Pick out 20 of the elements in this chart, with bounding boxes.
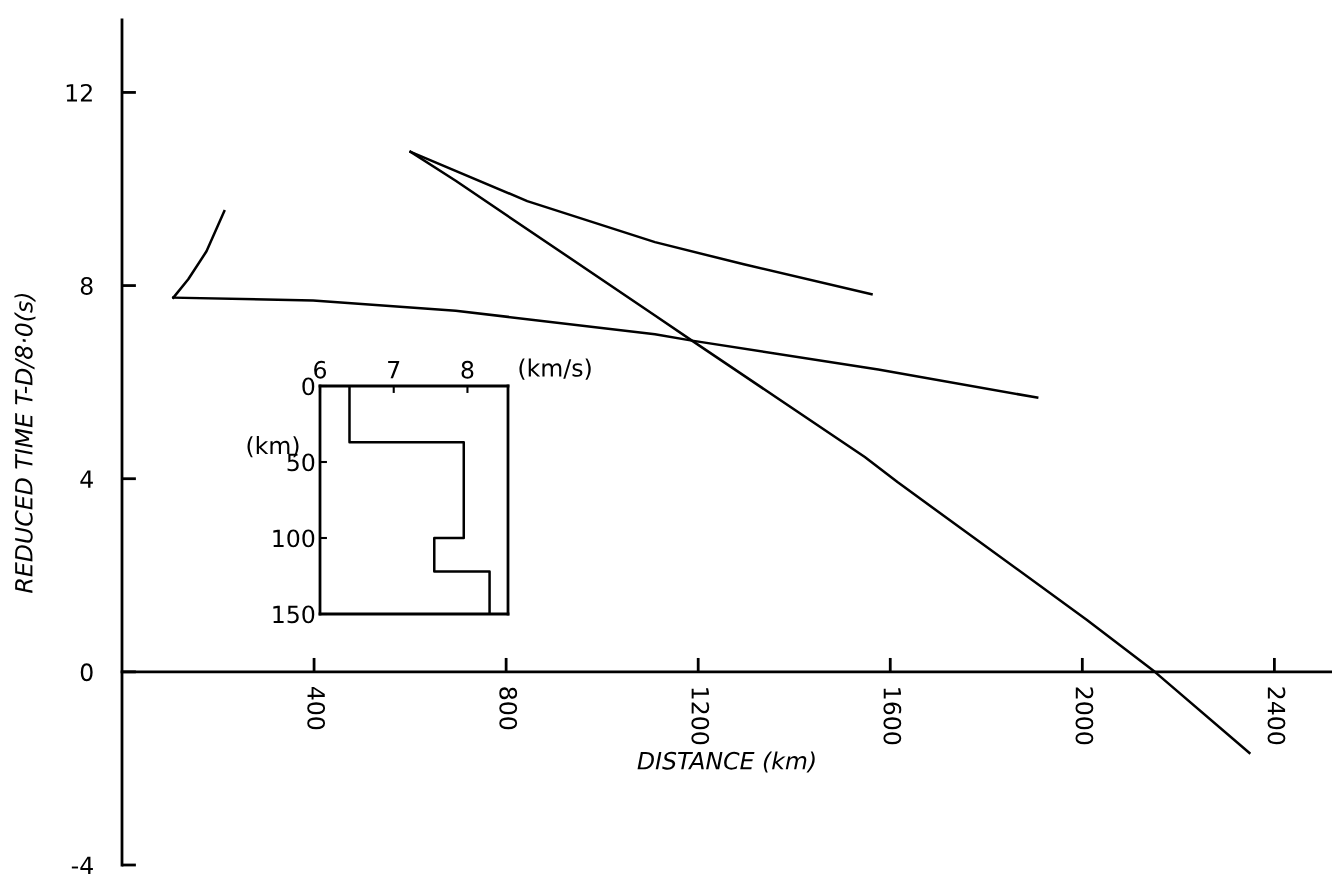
y-tick-label: 12 bbox=[66, 83, 92, 102]
x-tick-label: 800 bbox=[499, 687, 518, 730]
x-tick-label: 2400 bbox=[1267, 687, 1286, 745]
y-tick-label: 0 bbox=[302, 377, 315, 396]
y-tick-label: 0 bbox=[80, 663, 93, 682]
x-tick-label: 1600 bbox=[883, 688, 902, 745]
y-tick-label: 150 bbox=[273, 605, 315, 624]
x-axis-title: DISTANCE (km) bbox=[637, 751, 815, 773]
x-tick-label: 7 bbox=[388, 361, 400, 379]
x-tick-label: 1200 bbox=[691, 688, 710, 745]
x-axis-title: (km/s) bbox=[519, 358, 591, 380]
y-tick-label: -4 bbox=[71, 856, 93, 874]
x-tick-label: 2000 bbox=[1075, 687, 1094, 745]
y-tick-label: 100 bbox=[273, 529, 315, 548]
y-axis-title: REDUCED TIME T-D/8·0(s) bbox=[14, 293, 36, 593]
x-tick-label: 400 bbox=[307, 686, 326, 730]
y-tick-label: 4 bbox=[80, 470, 93, 488]
y-tick-label: 8 bbox=[80, 277, 93, 295]
x-tick-label: 6 bbox=[314, 360, 327, 379]
x-tick-label: 8 bbox=[461, 360, 474, 379]
